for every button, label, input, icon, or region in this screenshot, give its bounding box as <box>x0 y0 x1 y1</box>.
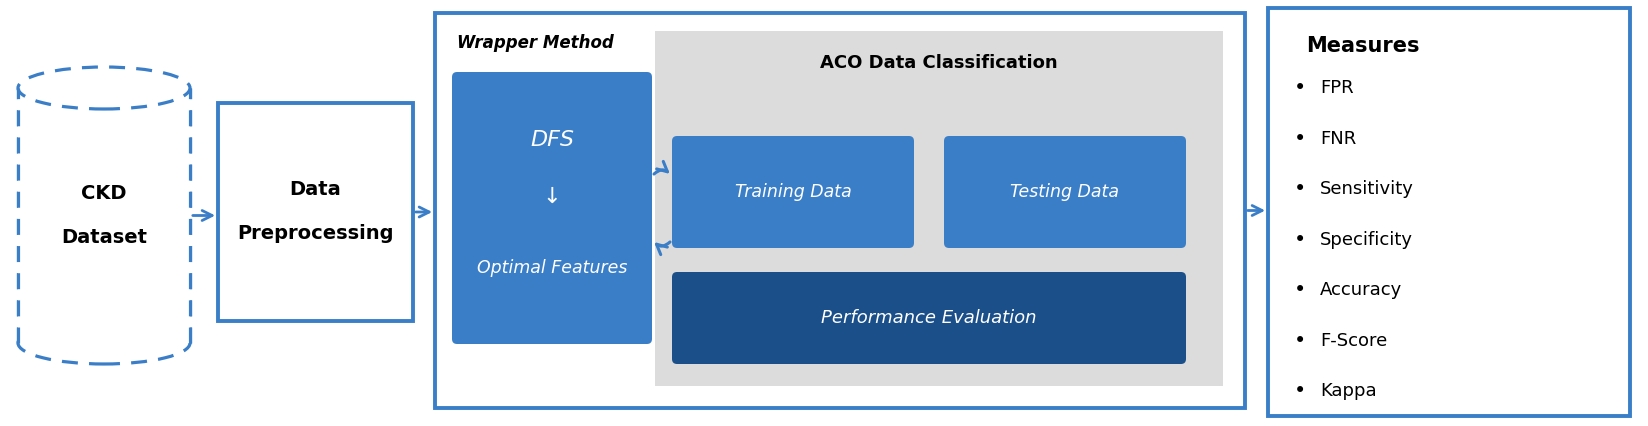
Bar <box>435 13 1244 408</box>
Text: ACO Data Classification: ACO Data Classification <box>819 54 1056 72</box>
Ellipse shape <box>18 67 190 109</box>
Text: Preprocessing: Preprocessing <box>237 225 394 244</box>
Text: Kappa: Kappa <box>1318 382 1376 400</box>
Text: F-Score: F-Score <box>1318 331 1386 349</box>
Text: Wrapper Method: Wrapper Method <box>456 34 613 52</box>
Text: FPR: FPR <box>1318 79 1353 97</box>
FancyBboxPatch shape <box>943 136 1185 248</box>
Text: CKD: CKD <box>81 184 127 203</box>
Text: Performance Evaluation: Performance Evaluation <box>821 309 1037 327</box>
FancyBboxPatch shape <box>452 72 651 344</box>
Text: •: • <box>1294 179 1305 199</box>
FancyBboxPatch shape <box>672 272 1185 364</box>
Text: ↓: ↓ <box>542 187 560 207</box>
Text: Sensitivity: Sensitivity <box>1318 180 1412 198</box>
Text: FNR: FNR <box>1318 130 1355 147</box>
Text: Dataset: Dataset <box>61 228 147 247</box>
Text: •: • <box>1294 381 1305 401</box>
Text: Optimal Features: Optimal Features <box>476 259 626 277</box>
Text: •: • <box>1294 230 1305 250</box>
Bar <box>218 103 412 321</box>
Bar <box>1267 8 1628 416</box>
Text: Testing Data: Testing Data <box>1010 183 1119 201</box>
FancyBboxPatch shape <box>672 136 913 248</box>
Text: DFS: DFS <box>529 130 574 150</box>
Bar <box>654 31 1223 386</box>
Text: Measures: Measures <box>1305 36 1419 56</box>
Text: Specificity: Specificity <box>1318 230 1412 248</box>
Bar <box>18 88 190 343</box>
Text: •: • <box>1294 331 1305 351</box>
Text: Data: Data <box>290 181 341 199</box>
Bar <box>18 88 190 343</box>
Text: Training Data: Training Data <box>733 183 850 201</box>
Text: •: • <box>1294 129 1305 149</box>
Text: •: • <box>1294 78 1305 98</box>
Ellipse shape <box>18 322 190 364</box>
Text: Accuracy: Accuracy <box>1318 281 1401 299</box>
Text: •: • <box>1294 280 1305 300</box>
